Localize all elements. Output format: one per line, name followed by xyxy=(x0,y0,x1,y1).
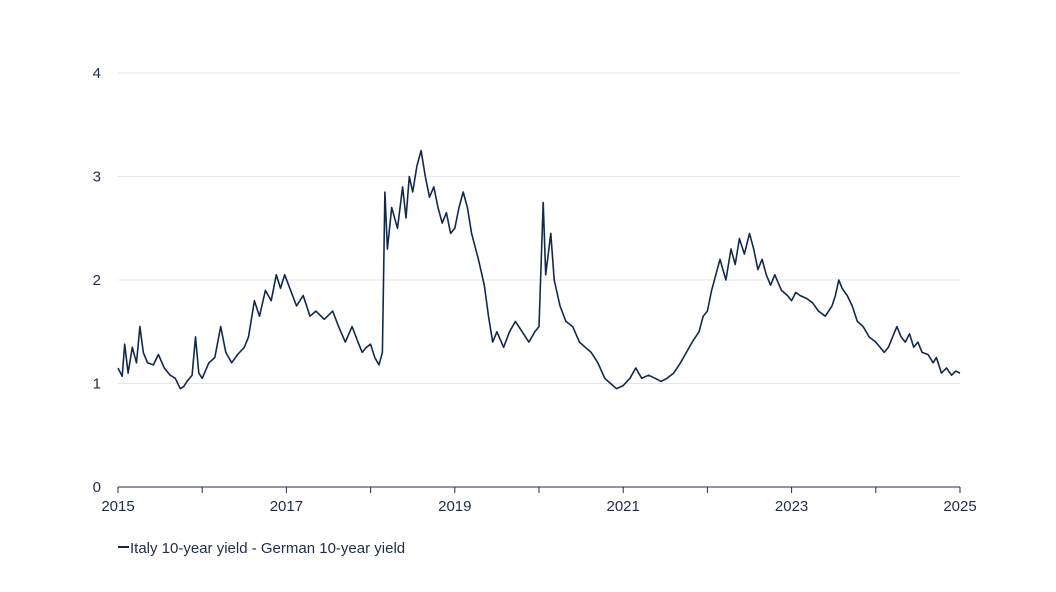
y-tick-label: 1 xyxy=(93,376,101,393)
y-tick-label: 0 xyxy=(93,479,101,496)
y-tick-label: 4 xyxy=(93,65,101,82)
x-tick-label: 2019 xyxy=(438,498,471,515)
x-axis: 2015 2017 2019 2021 2023 2025 xyxy=(101,486,977,515)
x-tick-label: 2015 xyxy=(101,498,134,515)
y-axis: 0 1 2 3 4 xyxy=(93,65,101,496)
x-tick-label: 2017 xyxy=(270,498,303,515)
legend: Italy 10-year yield - German 10-year yie… xyxy=(118,540,405,557)
legend-label: Italy 10-year yield - German 10-year yie… xyxy=(130,540,406,557)
y-tick-label: 3 xyxy=(93,169,101,186)
series-line xyxy=(117,149,961,390)
gridlines xyxy=(118,72,960,384)
legend-swatch xyxy=(118,546,129,549)
x-tick-label: 2025 xyxy=(943,498,976,515)
series-layer xyxy=(117,149,961,390)
x-tick-label: 2023 xyxy=(775,498,808,515)
y-tick-label: 2 xyxy=(93,272,101,289)
x-tick-label: 2021 xyxy=(607,498,640,515)
